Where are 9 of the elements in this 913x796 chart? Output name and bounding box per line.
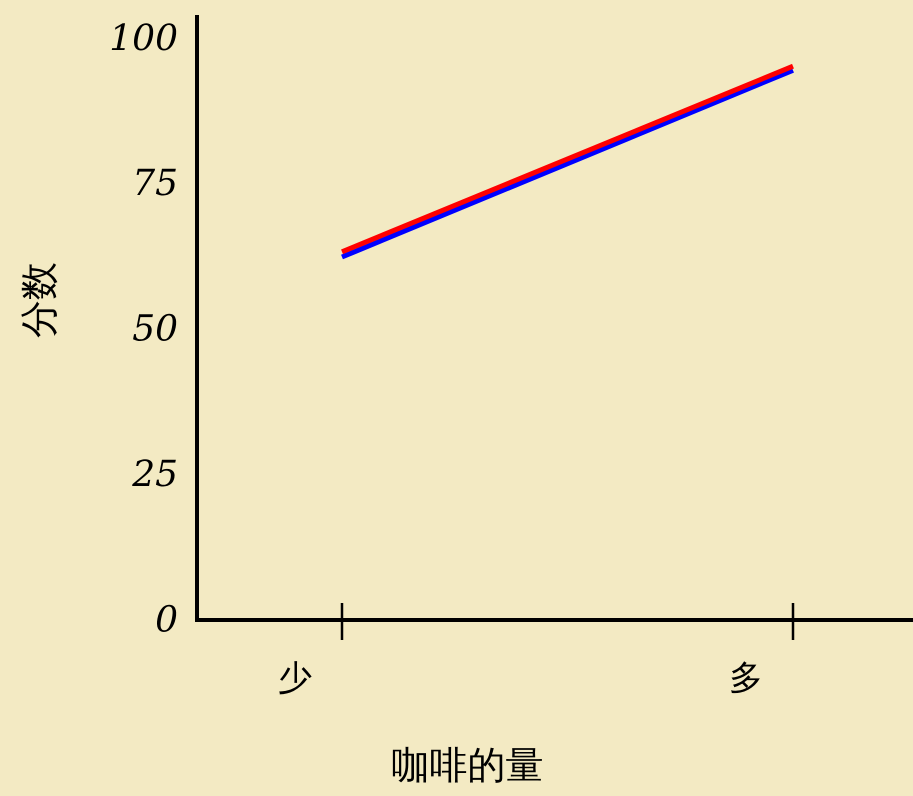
x-tick-label: 少	[278, 659, 312, 697]
y-tick-label: 100	[109, 18, 178, 59]
y-tick-label: 0	[155, 600, 178, 640]
y-tick-label: 75	[132, 163, 178, 204]
y-tick-label: 50	[132, 308, 178, 350]
y-axis-title: 分数	[19, 262, 61, 338]
y-tick-label: 25	[131, 454, 178, 496]
x-tick-label: 多	[729, 659, 763, 697]
x-axis-title: 咖啡的量	[392, 745, 544, 787]
